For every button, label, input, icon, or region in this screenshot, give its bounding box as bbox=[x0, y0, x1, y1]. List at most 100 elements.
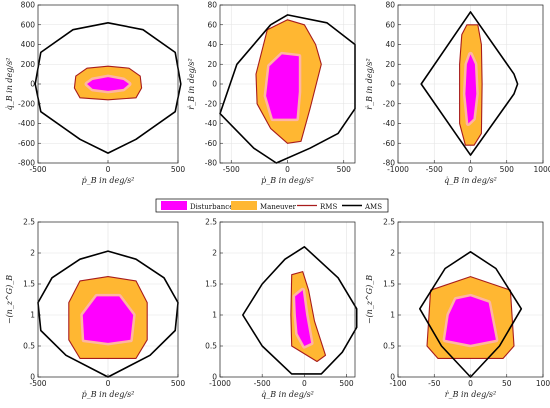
subplot-2: -500 0 500 -80 -60 -40 -20 0 20 40 60 80 ṗ_B in deg/… bbox=[187, 1, 356, 185]
subplot-3: -1000 -500 0 500 1000 -80 -60 -40 -20 0 20 40 60 80 q̇… bbox=[365, 1, 550, 186]
x-tick-label: -1000 bbox=[387, 165, 409, 174]
legend-label-maneuver: Maneuver bbox=[260, 203, 297, 211]
y-tick-label: -600 bbox=[18, 139, 35, 148]
y-tick-label: 0 bbox=[390, 373, 395, 382]
series-disturbance bbox=[87, 77, 129, 91]
y-tick-label: -60 bbox=[205, 139, 217, 148]
x-tick-label: 0 bbox=[285, 165, 290, 174]
x-tick-label: 50 bbox=[502, 379, 512, 388]
y-tick-label: 40 bbox=[385, 40, 395, 49]
y-tick-label: 1.5 bbox=[23, 280, 35, 289]
x-tick-label: 0 bbox=[302, 379, 307, 388]
y-tick-label: 0.5 bbox=[205, 342, 217, 351]
series-disturbance bbox=[295, 290, 312, 346]
y-tick-label: -40 bbox=[205, 119, 217, 128]
x-axis-label: ṗ_B in deg/s² bbox=[261, 176, 314, 185]
x-tick-label: -500 bbox=[29, 379, 46, 388]
axes-frame bbox=[219, 221, 356, 378]
series-rms bbox=[459, 24, 483, 146]
x-tick-label: 500 bbox=[339, 379, 354, 388]
y-tick-label: 2.5 bbox=[205, 218, 217, 227]
subplot-5: -1000 -500 0 500 0 0.5 1 1.5 2 2.5 q̇_B in deg/s² bbox=[205, 218, 358, 399]
y-tick-label: 400 bbox=[21, 40, 36, 49]
series-disturbance bbox=[465, 54, 477, 124]
y-tick-label: 0.5 bbox=[23, 342, 35, 351]
y-tick-label: -200 bbox=[18, 99, 35, 108]
y-tick-label: 1 bbox=[390, 311, 395, 320]
y-tick-label: 0 bbox=[212, 373, 217, 382]
x-tick-label: 0 bbox=[468, 165, 473, 174]
subplot-grid: -500 0 500-800-600-400-2000200400600800ṗ_B… bbox=[5, 1, 550, 400]
legend-swatch-maneuver bbox=[231, 201, 257, 210]
series-ams bbox=[34, 21, 182, 154]
series-rms bbox=[255, 19, 322, 144]
legend: Disturbance Maneuver RMS AMS bbox=[155, 198, 389, 213]
y-axis-label: ṙ_B in deg/s² bbox=[365, 58, 374, 109]
y-tick-label: 20 bbox=[385, 60, 395, 69]
legend-label-disturbance: Disturbance bbox=[190, 203, 233, 211]
y-tick-label: -80 bbox=[383, 159, 395, 168]
y-tick-label: 1 bbox=[212, 311, 217, 320]
legend-box bbox=[155, 198, 389, 213]
x-tick-label: -100 bbox=[389, 379, 406, 388]
y-tick-label: 2 bbox=[390, 249, 395, 258]
x-tick-label: 500 bbox=[500, 165, 515, 174]
y-tick-label: 1.5 bbox=[383, 280, 395, 289]
y-tick-label: -20 bbox=[205, 99, 217, 108]
y-tick-label: 0 bbox=[30, 373, 35, 382]
y-tick-label: 2.5 bbox=[383, 218, 395, 227]
x-axis-label: q̇_B in deg/s² bbox=[261, 390, 314, 399]
x-tick-label: 500 bbox=[171, 379, 186, 388]
y-tick-label: -60 bbox=[383, 139, 395, 148]
y-tick-label: 80 bbox=[385, 1, 395, 10]
y-tick-label: 0 bbox=[30, 80, 35, 89]
x-tick-label: 100 bbox=[536, 379, 550, 388]
x-tick-label: 500 bbox=[171, 165, 186, 174]
y-tick-label: 0 bbox=[212, 80, 217, 89]
y-tick-label: 200 bbox=[21, 60, 36, 69]
y-axis-label: −(n_z^G)_B bbox=[365, 275, 374, 324]
y-tick-label: 800 bbox=[21, 1, 36, 10]
y-tick-label: 20 bbox=[207, 60, 217, 69]
series-rms bbox=[426, 276, 515, 359]
x-axis-label: ṙ_B in deg/s² bbox=[445, 390, 496, 399]
y-tick-label: 2 bbox=[30, 249, 35, 258]
x-tick-label: -500 bbox=[29, 165, 46, 174]
x-tick-label: -50 bbox=[428, 379, 440, 388]
series-rms bbox=[290, 271, 327, 363]
x-tick-label: -1000 bbox=[209, 379, 231, 388]
y-tick-label: 1 bbox=[30, 311, 35, 320]
x-tick-label: 0 bbox=[106, 379, 111, 388]
y-tick-label: 2.5 bbox=[23, 218, 35, 227]
legend-label-ams: AMS bbox=[364, 203, 382, 211]
y-axis-label: −(n_z^G)_B bbox=[5, 275, 14, 324]
x-axis-label: ṗ_B in deg/s² bbox=[82, 176, 135, 185]
y-tick-label: 2 bbox=[212, 249, 217, 258]
legend-label-rms: RMS bbox=[320, 203, 337, 211]
y-tick-label: -400 bbox=[18, 119, 35, 128]
y-tick-label: -20 bbox=[383, 99, 395, 108]
x-tick-label: 1000 bbox=[533, 165, 550, 174]
y-tick-label: 80 bbox=[207, 1, 217, 10]
series-disturbance bbox=[445, 296, 496, 345]
x-axis-label: ṗ_B in deg/s² bbox=[82, 390, 135, 399]
y-tick-label: -80 bbox=[205, 159, 217, 168]
y-axis-label: ṙ_B in deg/s² bbox=[187, 58, 196, 109]
subplot-1: -500 0 500 -800 -600 -400 -200 0 200 400 600 800 ṗ_B… bbox=[5, 1, 185, 186]
y-tick-label: 1.5 bbox=[205, 280, 217, 289]
x-tick-label: 0 bbox=[468, 379, 473, 388]
x-tick-label: -500 bbox=[426, 165, 443, 174]
series-disturbance bbox=[82, 296, 134, 343]
legend-swatch-disturbance bbox=[161, 201, 187, 210]
subplot-6: -100 -50 0 50 100 0 0.5 1 1.5 2 2.5 ṙ_B in deg/s² −(… bbox=[365, 218, 550, 400]
y-tick-label: -800 bbox=[18, 159, 35, 168]
x-tick-label: -500 bbox=[223, 165, 240, 174]
series-ams bbox=[242, 246, 358, 375]
y-tick-label: 60 bbox=[385, 20, 395, 29]
y-tick-label: -40 bbox=[383, 119, 395, 128]
series-ams bbox=[420, 11, 519, 156]
y-tick-label: 0.5 bbox=[383, 342, 395, 351]
series-rms bbox=[68, 276, 148, 359]
